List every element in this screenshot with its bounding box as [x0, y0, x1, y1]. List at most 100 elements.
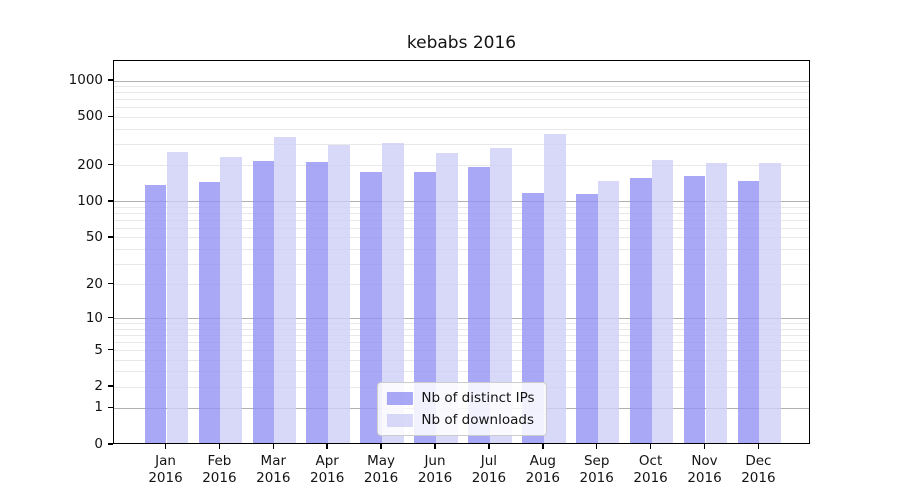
gridline-minor [114, 128, 809, 130]
bar-downloads-nov [705, 163, 728, 443]
x-tick-mark [380, 444, 382, 449]
x-tick-label-sep: Sep 2016 [579, 453, 614, 486]
legend-label-distinct-ips: Nb of distinct IPs [421, 390, 535, 406]
gridline-minor [114, 212, 809, 214]
gridline-minor [114, 334, 809, 336]
x-tick-label-apr: Apr 2016 [310, 453, 345, 486]
bar-distinct-ips-jun [414, 172, 436, 443]
gridline-minor [114, 284, 809, 286]
bar-downloads-jan [166, 151, 189, 443]
plot-area: Nb of distinct IPs Nb of downloads [113, 60, 810, 444]
gridline-minor [114, 237, 809, 239]
gridline-minor [114, 350, 809, 352]
gridline-minor [114, 86, 809, 88]
gridline-minor [114, 219, 809, 221]
x-tick-mark [757, 444, 760, 449]
y-tick-mark [108, 348, 113, 351]
y-tick-mark [108, 163, 113, 166]
y-tick-mark [108, 282, 113, 285]
bar-distinct-ips-jan [144, 185, 167, 443]
bar-downloads-sep [597, 181, 620, 443]
gridline-minor [114, 359, 809, 361]
gridline-minor [114, 323, 809, 325]
bar-downloads-apr [328, 144, 350, 443]
bar-distinct-ips-aug [522, 193, 544, 443]
gridline-major [114, 80, 809, 82]
x-tick-mark [649, 444, 652, 449]
gridline-minor [114, 341, 809, 343]
legend-row-distinct-ips: Nb of distinct IPs [386, 390, 535, 406]
y-tick-label-200: 200 [77, 156, 103, 173]
legend-row-downloads: Nb of downloads [386, 412, 534, 428]
x-tick-mark [703, 444, 706, 449]
legend-patch-downloads [386, 413, 413, 427]
gridline-major [114, 318, 809, 320]
bar-downloads-dec [759, 163, 782, 443]
x-tick-mark [164, 444, 167, 449]
gridline-minor [114, 92, 809, 94]
x-tick-label-oct: Oct 2016 [633, 453, 668, 486]
x-tick-label-nov: Nov 2016 [687, 453, 722, 486]
gridline-minor [114, 107, 809, 109]
gridline-minor [114, 248, 809, 250]
x-tick-label-jun: Jun 2016 [417, 453, 453, 486]
legend: Nb of distinct IPs Nb of downloads [376, 382, 547, 436]
y-tick-mark [108, 200, 113, 202]
x-tick-mark [218, 444, 221, 449]
bar-distinct-ips-dec [737, 181, 760, 443]
x-tick-mark [488, 444, 490, 449]
y-tick-label-20: 20 [85, 275, 103, 292]
bar-distinct-ips-nov [683, 176, 706, 443]
y-tick-mark [108, 79, 113, 81]
gridline-major [114, 201, 809, 203]
x-tick-label-may: May 2016 [363, 453, 399, 486]
gridline-minor [114, 263, 809, 265]
legend-patch-distinct-ips [386, 391, 413, 405]
y-tick-label-5: 5 [94, 341, 103, 358]
gridline-minor [114, 165, 809, 167]
bar-downloads-jun [436, 153, 458, 443]
y-tick-label-50: 50 [85, 228, 103, 245]
y-tick-label-0: 0 [94, 436, 103, 452]
y-tick-label-500: 500 [77, 108, 103, 125]
y-tick-mark [108, 115, 113, 118]
gridline-minor [114, 328, 809, 330]
x-tick-label-jul: Jul 2016 [471, 453, 507, 486]
gridline-minor [114, 143, 809, 145]
x-tick-mark [542, 444, 544, 449]
x-tick-mark [595, 444, 598, 449]
bar-distinct-ips-oct [629, 177, 652, 443]
bar-distinct-ips-jul [468, 167, 490, 443]
y-tick-label-100: 100 [77, 192, 103, 209]
bar-downloads-oct [651, 160, 674, 443]
bar-downloads-may [382, 143, 404, 443]
bar-downloads-mar [274, 136, 297, 443]
bar-distinct-ips-may [360, 171, 383, 443]
y-tick-label-1000: 1000 [68, 72, 103, 89]
y-tick-mark [108, 406, 113, 409]
y-tick-mark [108, 316, 113, 319]
x-tick-label-dec: Dec 2016 [741, 453, 776, 486]
y-tick-mark [108, 236, 113, 238]
gridline-minor [114, 227, 809, 229]
x-tick-label-aug: Aug 2016 [525, 453, 560, 486]
bar-distinct-ips-mar [252, 160, 275, 443]
y-tick-label-10: 10 [85, 309, 103, 326]
chart-title: kebabs 2016 [406, 33, 517, 53]
x-tick-mark [326, 444, 328, 449]
y-tick-mark [108, 443, 113, 445]
bar-distinct-ips-feb [198, 181, 221, 443]
bar-downloads-aug [543, 134, 566, 443]
y-tick-label-2: 2 [94, 378, 103, 395]
x-tick-label-feb: Feb 2016 [202, 453, 237, 486]
legend-label-downloads: Nb of downloads [421, 412, 534, 428]
bar-downloads-feb [220, 156, 243, 443]
gridline-minor [114, 371, 809, 373]
bar-downloads-jul [489, 147, 512, 443]
x-tick-mark [272, 444, 275, 449]
y-tick-label-1: 1 [94, 399, 103, 416]
gridline-minor [114, 99, 809, 101]
bar-distinct-ips-apr [306, 161, 329, 443]
x-tick-label-mar: Mar 2016 [256, 453, 291, 486]
